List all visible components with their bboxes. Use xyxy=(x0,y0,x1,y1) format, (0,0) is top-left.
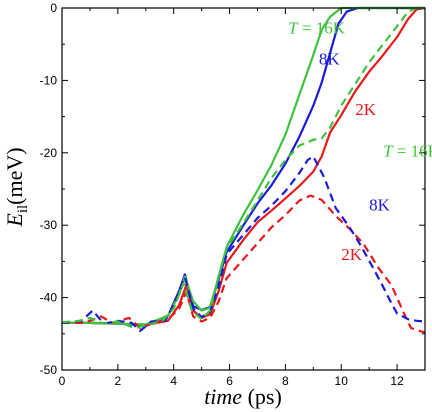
x-tick-label: 6 xyxy=(226,374,233,388)
series-annotation: 2K xyxy=(355,100,377,119)
ticks-layer: 0 2 4 6 8 10 12 0 -10 -20 -30 -40 -50 xyxy=(40,1,425,388)
x-tick-label: 10 xyxy=(335,374,349,388)
annotation-value: = 16K xyxy=(298,18,346,37)
x-tick-label: 8 xyxy=(282,374,289,388)
y-axis-title-main: E xyxy=(2,213,27,228)
series-annotation: 8K xyxy=(319,49,341,68)
y-axis-title-unit: (meV) xyxy=(2,147,27,204)
annotation-value: 8K xyxy=(369,196,391,215)
x-tick-label: 0 xyxy=(59,374,66,388)
y-tick-label: -20 xyxy=(40,146,58,160)
series-line-blue-dashed xyxy=(61,155,426,332)
series-layer xyxy=(61,6,426,334)
y-tick-label: -30 xyxy=(40,218,58,232)
series-annotation: 2K xyxy=(341,245,363,264)
annotation-value: = 16K xyxy=(393,141,432,160)
y-axis-title: Eil(meV) xyxy=(2,147,31,227)
annotation-value: 8K xyxy=(319,49,341,68)
x-tick-label: 12 xyxy=(390,374,404,388)
annotation-value: 2K xyxy=(355,100,377,119)
annotation-value: 2K xyxy=(341,245,363,264)
y-tick-label: -10 xyxy=(40,73,58,87)
x-axis-title-main: time xyxy=(204,384,242,409)
y-tick-label: 0 xyxy=(50,1,57,15)
y-tick-label: -40 xyxy=(40,291,58,305)
annotation-symbol: T xyxy=(383,141,394,160)
series-annotation: 8K xyxy=(369,196,391,215)
x-axis-title-unit: (ps) xyxy=(242,384,282,409)
y-axis-title-sub: il xyxy=(15,205,31,213)
annotation-symbol: T xyxy=(288,18,299,37)
annotation-layer: T = 16K 8K 2K T = 16K 8K 2K xyxy=(288,18,432,264)
x-tick-label: 2 xyxy=(115,374,122,388)
series-line-red-dashed xyxy=(62,194,426,334)
x-tick-label: 4 xyxy=(170,374,177,388)
x-axis-title: time (ps) xyxy=(204,384,282,409)
y-tick-label: -50 xyxy=(40,363,58,377)
series-annotation: T = 16K xyxy=(383,141,432,160)
series-annotation: T = 16K xyxy=(288,18,346,37)
